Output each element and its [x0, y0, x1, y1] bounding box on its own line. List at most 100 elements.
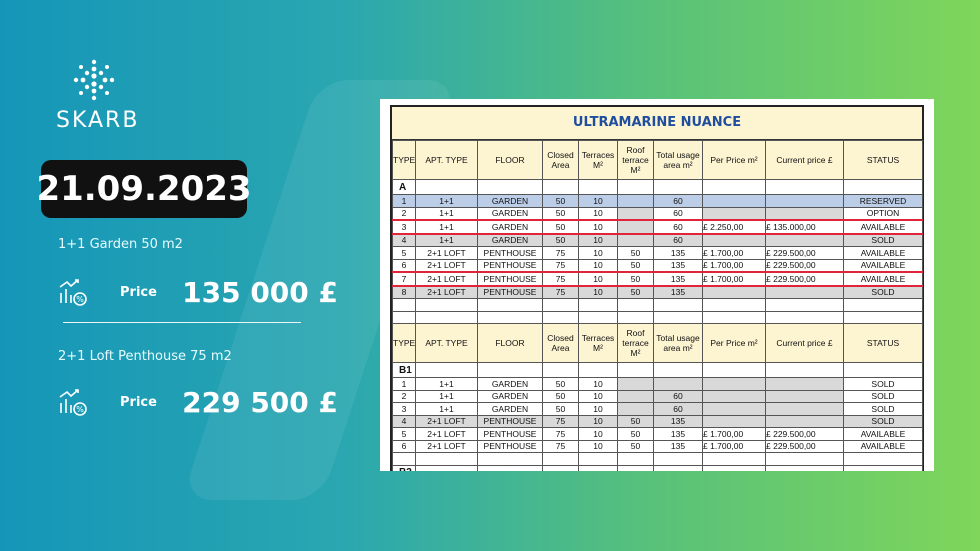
section-row: A: [392, 179, 923, 195]
table-cell: 10: [578, 271, 618, 287]
column-header: Current price £: [765, 323, 844, 363]
table-cell: 75: [542, 427, 579, 441]
table-cell: [578, 310, 618, 324]
table-cell: 10: [578, 219, 618, 235]
table-cell: [617, 310, 654, 324]
table-cell: 135: [653, 439, 703, 453]
table-cell: 5: [392, 427, 416, 441]
column-header: STATUS: [843, 323, 923, 363]
table-cell: [765, 377, 844, 391]
table-cell: 5: [392, 246, 416, 260]
column-header: STATUS: [843, 140, 923, 180]
brand-name: SKARB: [56, 108, 140, 133]
table-cell: RESERVED: [843, 194, 923, 208]
table-cell: 1: [392, 194, 416, 208]
column-header: Closed Area: [542, 140, 579, 180]
table-cell: [765, 389, 844, 403]
column-header: APT. TYPE: [415, 323, 478, 363]
table-cell: [653, 298, 703, 312]
table-cell: [702, 233, 766, 247]
table-row: 2 1+1 GARDEN 50 10 60 OPTION: [392, 206, 923, 221]
table-cell: [617, 206, 654, 221]
offer-2-price-row: % Price 229 500 £: [58, 382, 358, 422]
price-list-document: ULTRAMARINE NUANCE TYPE APT. TYPE FLOOR Clo…: [380, 99, 934, 471]
table-cell: [653, 452, 703, 466]
table-cell: [415, 464, 478, 471]
table-cell: AVAILABLE: [843, 427, 923, 441]
table-cell: 1+1: [415, 377, 478, 391]
table-cell: [477, 298, 543, 312]
table-cell: 50: [542, 389, 579, 403]
table-cell: 60: [653, 219, 703, 235]
table-cell: [702, 414, 766, 428]
table-cell: 60: [653, 402, 703, 416]
table-cell: 1+1: [415, 206, 478, 221]
table-cell: [578, 298, 618, 312]
table-cell: 135: [653, 427, 703, 441]
table-cell: 8: [392, 285, 416, 299]
table-cell: £ 2.250,00: [702, 219, 766, 235]
table-cell: [843, 362, 923, 378]
table-cell: [415, 362, 478, 378]
table-cell: [702, 194, 766, 208]
table-cell: GARDEN: [477, 219, 543, 235]
table-cell: [653, 179, 703, 195]
section-label: A: [392, 179, 416, 195]
table-cell: OPTION: [843, 206, 923, 221]
section-label: B2: [392, 464, 416, 471]
table-cell: 75: [542, 258, 579, 273]
table-cell: 135: [653, 246, 703, 260]
table-row: 6 2+1 LOFT PENTHOUSE 75 10 50 135 £ 1.700,00 £ 2…: [392, 258, 923, 273]
table-cell: [578, 362, 618, 378]
table-cell: [542, 452, 579, 466]
column-header: Roof terrace M²: [617, 140, 654, 180]
table-cell: [477, 179, 543, 195]
table-cell: [653, 377, 703, 391]
price-chart-icon: %: [59, 389, 87, 416]
blank-row: [392, 298, 923, 312]
table-cell: 3: [392, 219, 416, 235]
offer-1-price-value: 135 000 £: [182, 275, 338, 309]
table-cell: AVAILABLE: [843, 439, 923, 453]
table-cell: [617, 194, 654, 208]
price-table: TYPE APT. TYPE FLOOR Closed Area Terraces M²…: [392, 140, 923, 471]
table-cell: £ 229.500,00: [765, 427, 844, 441]
table-cell: 10: [578, 414, 618, 428]
table-cell: [617, 402, 654, 416]
table-cell: 10: [578, 389, 618, 403]
table-cell: 60: [653, 233, 703, 247]
date-badge: 21.09.2023: [36, 160, 252, 218]
table-cell: [477, 452, 543, 466]
section-label: B1: [392, 362, 416, 378]
table-cell: [843, 179, 923, 195]
table-cell: [843, 310, 923, 324]
table-cell: [653, 310, 703, 324]
column-header: Per Price m²: [702, 323, 766, 363]
table-cell: [392, 298, 416, 312]
table-cell: [702, 179, 766, 195]
column-header: FLOOR: [477, 140, 543, 180]
table-cell: [702, 206, 766, 221]
table-cell: [702, 285, 766, 299]
table-row: 3 1+1 GARDEN 50 10 60 SOLD: [392, 402, 923, 416]
table-cell: 1+1: [415, 389, 478, 403]
table-cell: [765, 464, 844, 471]
table-cell: SOLD: [843, 285, 923, 299]
offer-2-price-value: 229 500 £: [182, 385, 338, 419]
table-cell: 75: [542, 439, 579, 453]
column-header: APT. TYPE: [415, 140, 478, 180]
table-cell: 75: [542, 285, 579, 299]
table-cell: £ 1.700,00: [702, 258, 766, 273]
table-cell: GARDEN: [477, 194, 543, 208]
table-row: 1 1+1 GARDEN 50 10 60 RESERVED: [392, 194, 923, 208]
table-cell: SOLD: [843, 233, 923, 247]
column-header: Terraces M²: [578, 140, 618, 180]
table-row: 5 2+1 LOFT PENTHOUSE 75 10 50 135 £ 1.700,00 £ 2…: [392, 246, 923, 260]
table-cell: [765, 285, 844, 299]
table-cell: £ 1.700,00: [702, 439, 766, 453]
table-cell: [542, 298, 579, 312]
table-cell: GARDEN: [477, 233, 543, 247]
table-cell: [702, 464, 766, 471]
offer-1-description: 1+1 Garden 50 m2: [58, 237, 183, 252]
table-cell: 1+1: [415, 219, 478, 235]
